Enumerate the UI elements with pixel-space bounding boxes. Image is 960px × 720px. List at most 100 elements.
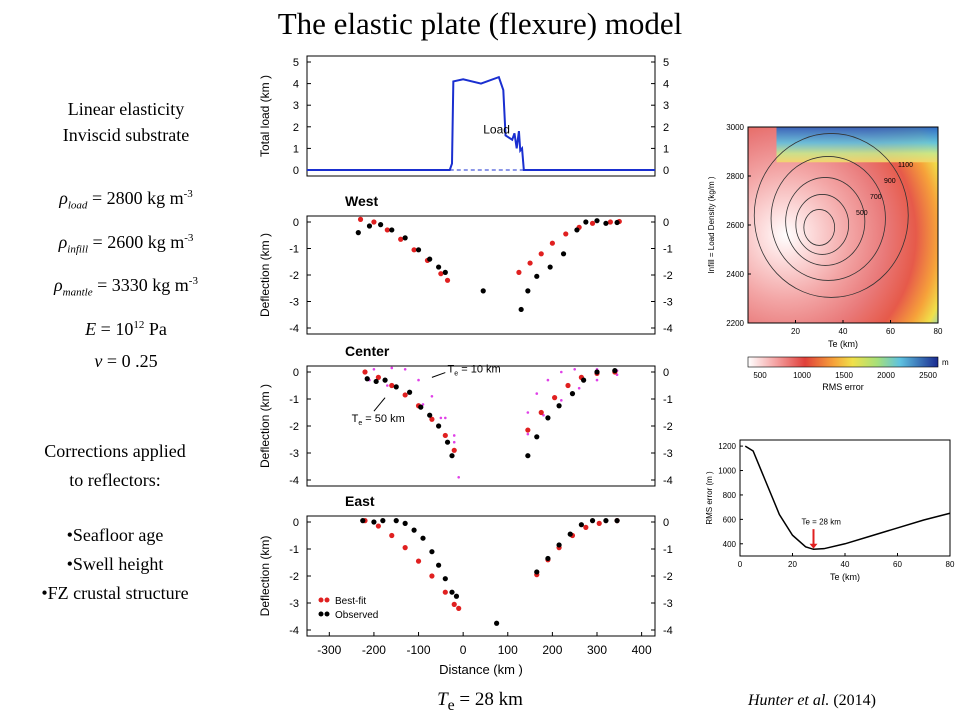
point-best-fit [375, 374, 381, 380]
point-observed [453, 593, 460, 599]
point-te-50-km [577, 386, 581, 390]
point-te-10-km [390, 366, 394, 370]
point-observed [534, 569, 540, 575]
colorbar-tick-label: 1000 [793, 371, 811, 380]
assumption-inviscid: Inviscid substrate [62, 125, 190, 145]
point-best-fit [456, 605, 462, 612]
point-observed [436, 423, 442, 429]
point-observed [427, 412, 433, 418]
point-observed [545, 415, 551, 421]
x-tick-label: 40 [841, 560, 850, 569]
y-tick-label: 3 [293, 100, 299, 112]
point-best-fit [451, 601, 457, 607]
point-best-fit [607, 219, 613, 225]
page-title: The elastic plate (flexure) model [277, 6, 683, 41]
x-tick-label: 300 [587, 643, 607, 657]
citation: Hunter et al. (2014) [748, 692, 876, 709]
point-observed [402, 235, 408, 241]
point-observed [364, 376, 370, 382]
y-tick-label-right: 5 [663, 57, 669, 69]
point-best-fit [552, 395, 558, 401]
point-observed [574, 227, 580, 233]
y-tick-label: -3 [289, 448, 299, 460]
y-tick-label-right: 0 [663, 367, 669, 379]
point-observed [594, 369, 600, 375]
y-tick-label-right: -4 [663, 475, 673, 487]
y-tick-label-right: -4 [663, 625, 673, 637]
point-observed [534, 434, 540, 440]
point-observed [480, 288, 486, 294]
colorbar-tick-label: 2000 [877, 371, 895, 380]
panel-center: 0 0 -1 -1 -2 -2 -3 -3 -4 -4 Deflection (km ) Center… [258, 343, 673, 487]
point-best-fit [398, 236, 404, 242]
x-tick-label: 60 [886, 327, 895, 336]
point-observed [560, 251, 567, 257]
y-tick-label-right: -3 [663, 598, 673, 610]
legend-marker [324, 597, 330, 603]
y-tick-label-right: 0 [663, 165, 669, 177]
point-best-fit [429, 416, 435, 422]
colorbar [747, 356, 939, 368]
point-observed [415, 247, 422, 253]
annotation-arrow [373, 397, 386, 412]
contour-line [803, 209, 836, 246]
point-observed [418, 404, 424, 410]
point-te-10-km [526, 411, 530, 414]
corrections-heading-1: Corrections applied [44, 441, 186, 461]
point-best-fit [402, 545, 408, 551]
point-observed [371, 519, 377, 525]
point-observed [525, 453, 531, 459]
colorbar-label: RMS error [822, 382, 864, 392]
y-axis-label: Deflection (km ) [258, 384, 272, 468]
x-tick-label: 20 [788, 560, 797, 569]
point-te-50-km [595, 378, 599, 382]
point-observed [393, 518, 399, 524]
y-tick-label: -1 [289, 394, 299, 406]
x-tick-label: 40 [839, 327, 848, 336]
y-tick-label: 1200 [718, 442, 736, 451]
x-tick-label: 60 [893, 560, 902, 569]
point-best-fit [516, 269, 522, 275]
point-observed [389, 227, 395, 233]
param-rho-mantle: ρmantle = 3330 kg m-3 [54, 275, 198, 299]
point-observed [594, 218, 600, 224]
point-best-fit [583, 524, 589, 530]
point-observed [603, 220, 609, 226]
point-best-fit [596, 520, 602, 526]
point-best-fit [438, 271, 444, 277]
param-youngs-modulus: E = 1012 Pa [85, 318, 167, 339]
y-tick-label-right: 0 [663, 217, 669, 229]
annotation-te-50: Te = 50 km [352, 413, 405, 427]
load-label: Load [483, 122, 510, 136]
param-rho-infill: ρinfill = 2600 kg m-3 [58, 231, 194, 256]
y-tick-label: -2 [289, 421, 299, 433]
y-tick-label-right: -2 [663, 571, 673, 583]
legend-label: Best-fit [335, 596, 366, 607]
point-observed [378, 222, 384, 228]
point-observed [429, 549, 435, 555]
x-axis-label: Te (km) [830, 572, 860, 582]
point-te-50-km [439, 416, 443, 420]
y-tick-label-right: -3 [663, 297, 673, 309]
point-observed [583, 219, 589, 225]
corrections-block: Corrections applied to reflectors: •Seaf… [10, 437, 220, 608]
te-caption: Te = 28 km [437, 689, 523, 714]
contour-label: 700 [870, 194, 882, 201]
annotation-te-10: Te = 10 km [448, 364, 501, 378]
point-observed [567, 531, 573, 537]
point-best-fit [451, 447, 457, 453]
point-best-fit [384, 227, 390, 233]
point-best-fit [538, 251, 544, 257]
point-te-50-km [560, 399, 563, 402]
point-best-fit [389, 532, 395, 539]
legend-marker [318, 611, 324, 617]
y-tick-label: 400 [723, 540, 737, 549]
point-observed [569, 391, 576, 397]
y-tick-label: -4 [289, 323, 299, 335]
point-best-fit [444, 277, 451, 283]
point-observed [366, 223, 373, 229]
point-best-fit [442, 432, 448, 439]
point-observed [393, 384, 399, 390]
y-tick-label-right: 3 [663, 100, 669, 112]
y-tick-label: -1 [289, 244, 299, 256]
